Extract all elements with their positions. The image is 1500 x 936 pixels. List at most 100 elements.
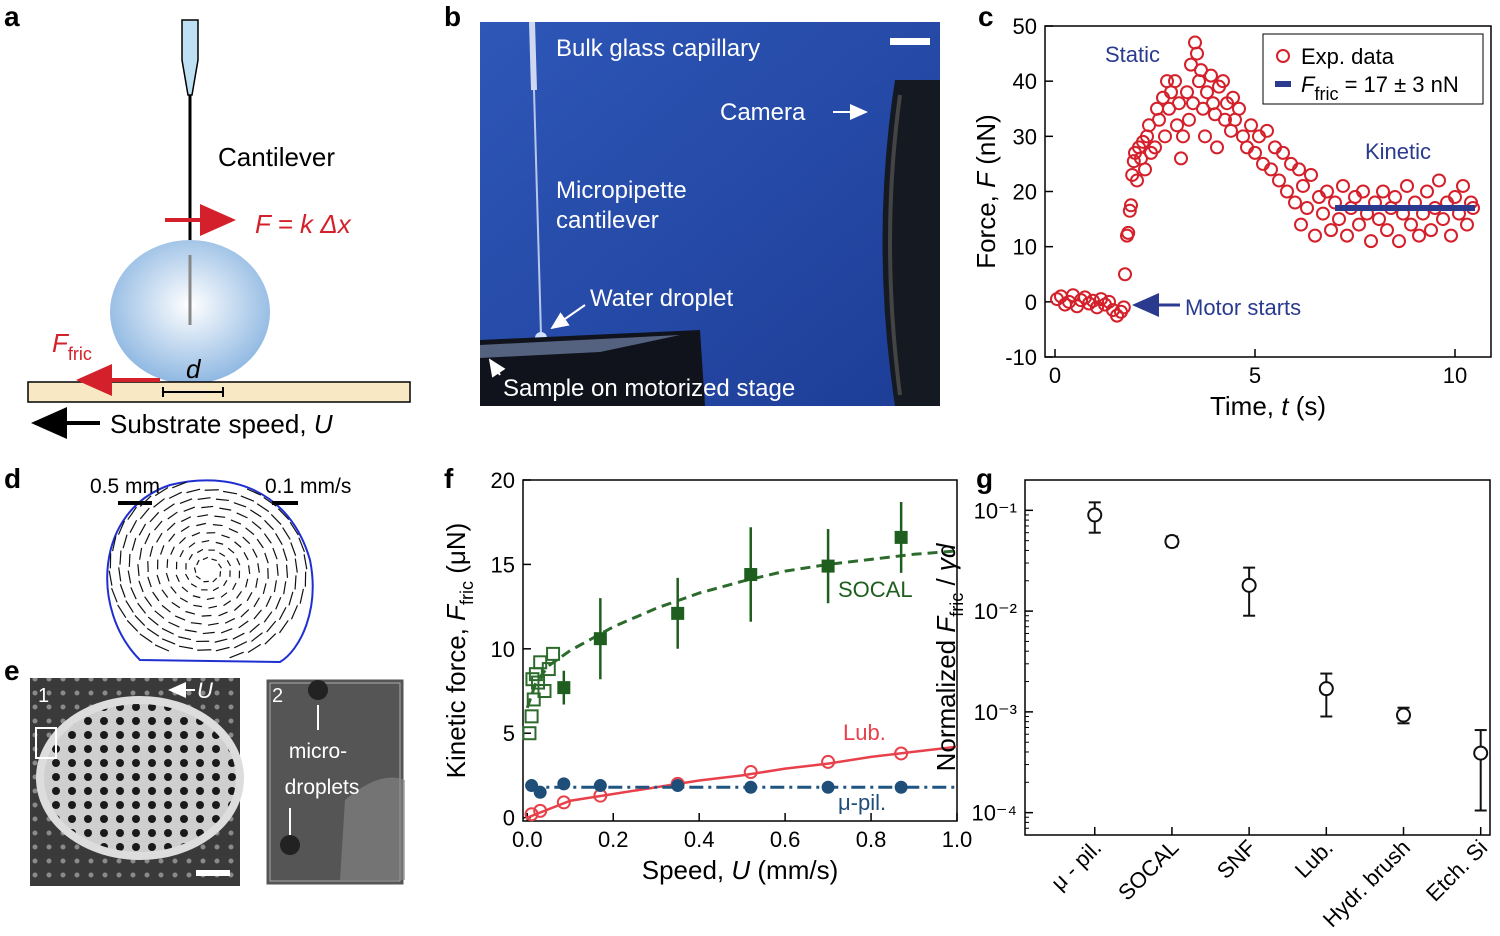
velocity-arrow (223, 600, 232, 607)
velocity-arrow (285, 564, 289, 578)
y-tick-label: -10 (1005, 345, 1037, 370)
velocity-arrow (196, 559, 200, 566)
velocity-arrow (266, 620, 277, 633)
annotation: Motor starts (1185, 295, 1301, 320)
marker (1206, 96, 1220, 111)
marker (1150, 101, 1164, 116)
velocity-arrow (222, 490, 238, 495)
x-tick-label: 0 (1049, 363, 1061, 388)
label-part: Kinetic force, (441, 621, 471, 779)
velocity-arrow (195, 575, 201, 580)
marker (1376, 184, 1390, 199)
velocity-arrow (232, 632, 245, 640)
label-part: Normalized (931, 633, 961, 772)
marker (671, 606, 685, 620)
velocity-arrow (179, 498, 193, 504)
velocity-arrow (230, 519, 242, 525)
marker (533, 785, 547, 799)
velocity-arrow (282, 548, 288, 562)
marker (1432, 173, 1446, 188)
velocity-arrow (190, 622, 202, 625)
marker (1138, 162, 1152, 177)
marker (1436, 212, 1450, 227)
annotation: SOCAL (838, 577, 913, 602)
y-tick-label: 10 (1013, 235, 1037, 260)
velocity-arrow (202, 631, 215, 635)
velocity-arrow (184, 629, 197, 633)
velocity-arrow (144, 596, 153, 607)
velocity-arrow (273, 580, 277, 593)
velocity-arrow (197, 497, 211, 500)
velocity-arrow (246, 488, 262, 496)
y-tick-label: 30 (1013, 124, 1037, 149)
velocity-arrow (130, 587, 137, 600)
marker (1241, 577, 1257, 593)
marker (1276, 145, 1290, 160)
label-part: γd (931, 542, 961, 571)
axis-label: Time, t (s) (1210, 391, 1326, 421)
x-tick-label: 0.0 (512, 827, 543, 852)
velocity-arrow (263, 611, 273, 623)
velocity-arrow (240, 495, 255, 502)
label-part: (mm/s) (750, 855, 838, 885)
label: cantilever (556, 207, 659, 234)
camera-rim (888, 94, 902, 396)
velocity-arrow (212, 586, 219, 592)
x-tick-label: μ - pil. (1046, 835, 1106, 895)
x-tick-label: SOCAL (1113, 835, 1183, 905)
legend-swatch (1276, 49, 1290, 63)
panel-label: c (978, 1, 994, 32)
marker (821, 754, 836, 769)
y-tick-label: 10⁻³ (974, 700, 1017, 725)
label-part: fric (457, 581, 477, 605)
label-part: t (1281, 391, 1290, 421)
line (526, 745, 958, 819)
scale-bar (890, 38, 930, 45)
label: 2 (272, 685, 283, 707)
velocity-arrow (185, 573, 190, 580)
velocity-arrow (219, 552, 226, 557)
x-tick-label: 0.4 (684, 827, 715, 852)
velocity-arrow (137, 564, 140, 577)
marker (1316, 206, 1330, 221)
marker (1122, 203, 1137, 218)
velocity-arrow (171, 601, 181, 609)
y-tick-label: 10⁻² (974, 599, 1017, 624)
marker (593, 779, 607, 793)
velocity-arrow (156, 574, 161, 585)
velocity-arrow (138, 580, 144, 593)
velocity-arrow (290, 542, 297, 556)
marker (1130, 173, 1144, 188)
velocity-arrow (119, 550, 122, 565)
velocity-arrow (279, 620, 289, 634)
marker (1232, 101, 1246, 116)
marker (1292, 162, 1306, 177)
velocity-arrow (180, 525, 190, 532)
velocity-arrow (147, 576, 152, 588)
velocity-arrow (202, 556, 209, 561)
velocity-arrow (211, 558, 217, 562)
velocity-arrow (234, 541, 242, 548)
velocity-arrow (217, 563, 222, 569)
velocity-arrow (201, 539, 210, 543)
velocity-arrow (161, 638, 176, 645)
x-tick-label: Lub. (1290, 835, 1338, 883)
marker (1356, 184, 1370, 199)
label: d (186, 354, 202, 384)
marker (894, 746, 909, 761)
marker (1182, 112, 1196, 127)
arrow (488, 358, 506, 378)
velocity-arrow (188, 553, 193, 561)
velocity-arrow (256, 503, 270, 513)
marker (1320, 184, 1334, 199)
annotation: Kinetic (1365, 139, 1431, 164)
velocity-arrow (252, 548, 258, 558)
scale-bar (196, 870, 230, 876)
marker (1300, 201, 1314, 216)
plot-frame (1024, 479, 1491, 836)
axis-label: Speed, U (mm/s) (642, 855, 839, 885)
velocity-arrow (207, 622, 219, 626)
velocity-arrow (170, 546, 175, 555)
label: Ffric (52, 328, 92, 364)
marker (1152, 112, 1166, 127)
